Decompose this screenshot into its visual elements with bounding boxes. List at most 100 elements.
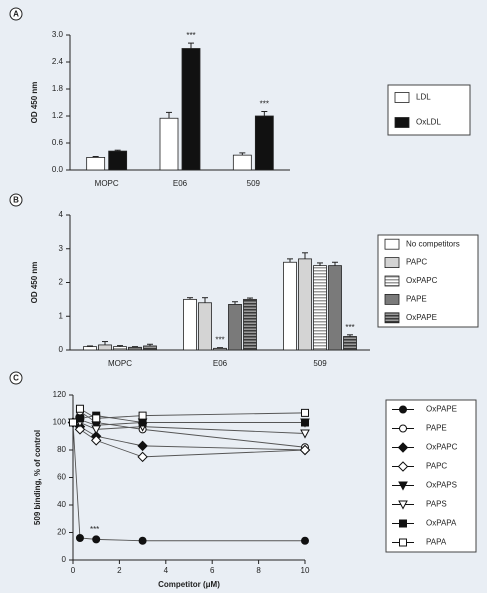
bar bbox=[86, 156, 106, 171]
marker bbox=[138, 536, 147, 545]
legend-marker bbox=[399, 519, 407, 528]
legend-marker bbox=[397, 461, 409, 472]
bar bbox=[98, 344, 112, 351]
marker bbox=[92, 535, 101, 544]
panel-label: B bbox=[13, 196, 19, 205]
legend-marker bbox=[399, 424, 407, 433]
legend-swatch bbox=[384, 257, 400, 269]
marker bbox=[90, 435, 102, 446]
annotation: *** bbox=[215, 336, 224, 345]
marker bbox=[300, 429, 310, 439]
panel-label-circle bbox=[9, 371, 23, 385]
y-tick-label: 100 bbox=[53, 418, 67, 427]
bar bbox=[159, 117, 179, 171]
y-tick-label: 0.6 bbox=[52, 138, 64, 147]
legend-label: PAPC bbox=[406, 258, 427, 267]
series-line bbox=[72, 415, 305, 423]
series-line bbox=[72, 422, 305, 542]
x-tick-label: 509 bbox=[247, 179, 261, 188]
series-line bbox=[72, 408, 306, 423]
x-tick-label: 4 bbox=[164, 566, 169, 575]
y-tick-label: 20 bbox=[57, 528, 66, 537]
y-tick-label: 80 bbox=[57, 445, 66, 454]
legend-label: OxPAPE bbox=[426, 405, 457, 414]
annotation: *** bbox=[345, 323, 354, 332]
annotation: *** bbox=[186, 31, 195, 40]
bar bbox=[328, 265, 342, 351]
y-tick-label: 120 bbox=[53, 390, 67, 399]
marker bbox=[299, 444, 311, 456]
bar bbox=[343, 336, 357, 351]
x-tick-label: 0 bbox=[71, 566, 76, 575]
legend-label: OxPAPA bbox=[426, 519, 457, 528]
marker bbox=[137, 451, 148, 463]
y-tick-label: 0 bbox=[59, 345, 64, 354]
bar bbox=[313, 265, 327, 351]
panel-label: A bbox=[13, 10, 19, 19]
legend-label: PAPE bbox=[426, 424, 447, 433]
legend-label: No competitors bbox=[406, 239, 460, 248]
legend-label: OxLDL bbox=[416, 118, 441, 127]
bar bbox=[183, 298, 197, 351]
legend-label: PAPS bbox=[426, 500, 447, 509]
panel-label-circle bbox=[9, 7, 23, 21]
x-axis-title: Competitor (μM) bbox=[158, 580, 220, 589]
y-tick-label: 2.4 bbox=[52, 57, 64, 66]
annotation: *** bbox=[260, 100, 269, 109]
x-tick-label: 509 bbox=[313, 359, 327, 368]
marker bbox=[137, 440, 148, 452]
y-tick-label: 40 bbox=[57, 500, 66, 509]
y-tick-label: 1.8 bbox=[52, 84, 64, 93]
series-line bbox=[72, 410, 306, 448]
bar bbox=[213, 347, 227, 351]
legend-label: PAPC bbox=[426, 462, 447, 471]
y-axis-title: 509 binding, % of control bbox=[33, 430, 42, 525]
marker bbox=[75, 404, 84, 413]
legend-marker bbox=[398, 500, 408, 510]
y-tick-label: 1.2 bbox=[52, 111, 64, 120]
y-tick-label: 2 bbox=[59, 278, 64, 287]
marker bbox=[301, 408, 309, 417]
marker bbox=[75, 414, 84, 423]
x-tick-label: 8 bbox=[256, 566, 261, 575]
y-tick-label: 1 bbox=[59, 311, 64, 320]
x-tick-label: E06 bbox=[213, 359, 228, 368]
marker bbox=[92, 414, 101, 423]
legend-swatch bbox=[384, 275, 400, 287]
legend-label: PAPE bbox=[406, 295, 427, 304]
legend-swatch bbox=[394, 117, 410, 128]
bar bbox=[181, 48, 201, 171]
y-axis-title: OD 450 nm bbox=[30, 82, 39, 124]
y-tick-label: 0 bbox=[62, 555, 67, 564]
bar bbox=[113, 346, 127, 351]
annotation: *** bbox=[90, 525, 99, 534]
bar bbox=[128, 346, 142, 351]
bar bbox=[228, 304, 242, 351]
y-tick-label: 3.0 bbox=[52, 30, 64, 39]
bar bbox=[108, 150, 128, 171]
legend-swatch bbox=[384, 238, 400, 250]
x-tick-label: E06 bbox=[173, 179, 188, 188]
bar bbox=[143, 345, 157, 351]
marker bbox=[75, 534, 84, 542]
legend-marker bbox=[399, 405, 407, 414]
bar bbox=[243, 298, 257, 351]
legend-marker bbox=[399, 538, 407, 547]
legend-swatch bbox=[384, 293, 400, 305]
y-tick-label: 60 bbox=[57, 473, 66, 482]
bar bbox=[198, 302, 212, 351]
y-axis-title: OD 450 nm bbox=[30, 262, 39, 304]
legend-swatch bbox=[384, 312, 400, 324]
legend-marker bbox=[397, 442, 409, 453]
x-tick-label: MOPC bbox=[108, 359, 132, 368]
legend-marker bbox=[398, 481, 408, 491]
panel-label: C bbox=[13, 374, 19, 383]
x-tick-label: 10 bbox=[301, 566, 310, 575]
marker bbox=[74, 424, 86, 435]
legend-label: OxPAPS bbox=[426, 481, 457, 490]
legend-swatch bbox=[394, 92, 410, 103]
bar bbox=[83, 346, 97, 351]
legend-label: PAPA bbox=[426, 538, 447, 547]
bar bbox=[254, 115, 274, 171]
legend-label: OxPAPC bbox=[406, 276, 438, 285]
